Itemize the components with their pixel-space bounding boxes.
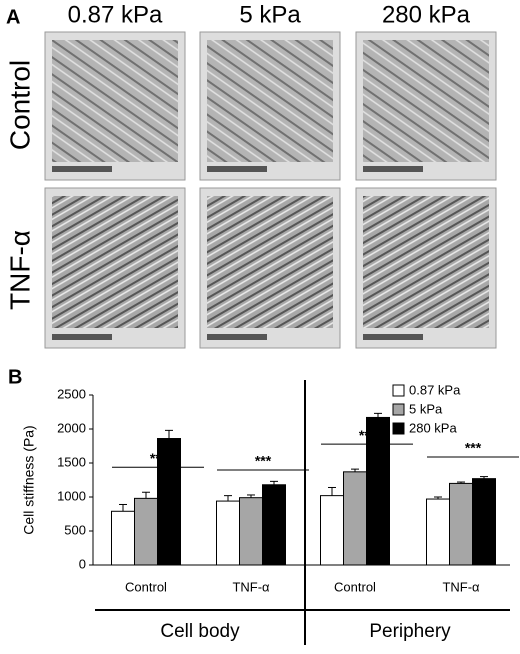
y-tick-label: 500 <box>64 522 86 537</box>
bar <box>134 497 158 566</box>
y-tick-label: 2000 <box>57 420 86 435</box>
bar <box>216 500 240 566</box>
group-label: Periphery <box>369 621 451 642</box>
bar <box>320 495 344 566</box>
legend-swatch <box>392 403 405 416</box>
bar <box>157 438 181 566</box>
significance-label: *** <box>255 453 272 469</box>
afm-image <box>199 31 341 181</box>
row-label: Control <box>4 60 35 150</box>
panel-label: A <box>6 6 20 28</box>
significance-label: *** <box>359 427 376 443</box>
afm-image <box>355 187 497 349</box>
x-tick-label: TNF-α <box>442 579 480 594</box>
legend-label: 5 kPa <box>409 401 443 416</box>
bar <box>426 498 450 566</box>
bar <box>366 416 390 566</box>
group-label: Cell body <box>160 621 240 642</box>
legend-label: 0.87 kPa <box>409 382 461 397</box>
significance-label: *** <box>465 440 482 456</box>
y-tick-label: 2500 <box>57 386 86 401</box>
legend-swatch <box>392 422 405 435</box>
x-tick-label: Control <box>125 579 167 594</box>
bar <box>449 482 473 566</box>
y-tick-label: 0 <box>79 556 86 571</box>
column-label: 0.87 kPa <box>68 1 163 28</box>
y-tick-label: 1000 <box>57 488 86 503</box>
y-axis-label: Cell stiffness (Pa) <box>21 425 37 534</box>
x-tick-label: TNF-α <box>232 579 270 594</box>
row-label: TNF-α <box>4 230 35 310</box>
legend-label: 280 kPa <box>409 420 457 435</box>
panel-label: B <box>8 366 22 388</box>
afm-images <box>44 31 497 349</box>
bar <box>111 510 135 566</box>
significance-label: *** <box>150 450 167 466</box>
afm-image <box>44 31 186 181</box>
afm-image <box>199 187 341 349</box>
x-tick-label: Control <box>334 579 376 594</box>
bar <box>343 471 367 566</box>
afm-image <box>355 31 497 181</box>
bar <box>262 484 286 566</box>
legend-swatch <box>392 384 405 397</box>
bar <box>239 497 263 566</box>
bar <box>472 478 496 566</box>
y-tick-label: 1500 <box>57 454 86 469</box>
afm-image <box>44 187 186 349</box>
column-label: 280 kPa <box>382 1 471 28</box>
column-label: 5 kPa <box>239 1 301 28</box>
